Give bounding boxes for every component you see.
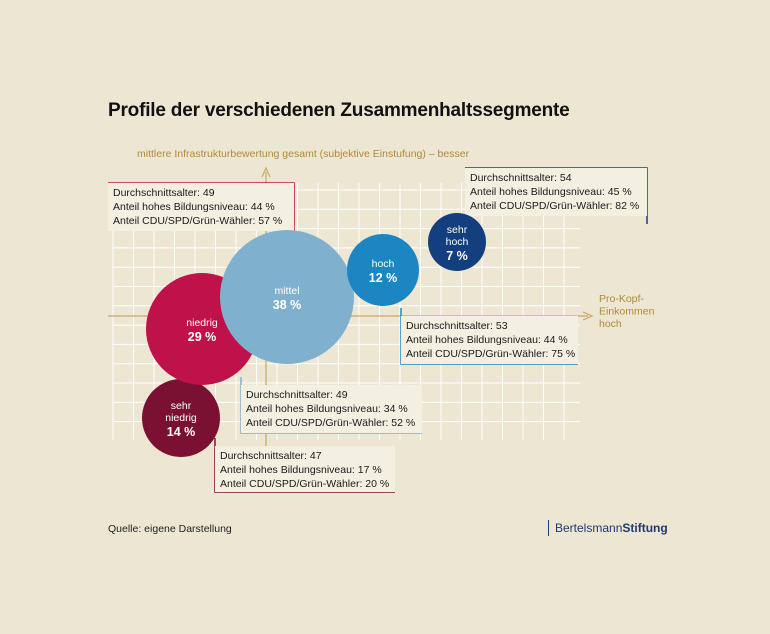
info-box-line: Durchschnittsalter: 49	[246, 389, 348, 401]
bubble-label: sehr	[447, 224, 468, 236]
bubble-mittel	[220, 230, 354, 364]
info-box-line: Anteil hohes Bildungsniveau: 44 %	[406, 334, 568, 346]
bubble-label: hoch	[372, 258, 395, 270]
bubble-value: 14 %	[167, 425, 196, 439]
info-box-line: Durchschnittsalter: 53	[406, 320, 508, 332]
bubble-hoch	[347, 234, 419, 306]
bubble-value: 29 %	[188, 330, 217, 344]
info-box-line: Anteil CDU/SPD/Grün-Wähler: 20 %	[220, 478, 389, 490]
brand-logo: BertelsmannStiftung	[548, 520, 668, 536]
info-box-line: Anteil hohes Bildungsniveau: 45 %	[470, 186, 632, 198]
chart-title: Profile der verschiedenen Zusammenhaltss…	[108, 100, 570, 121]
bubble-label: mittel	[274, 285, 299, 297]
bubble-label: sehr	[171, 400, 192, 412]
brand-name-part1: Bertelsmann	[555, 521, 623, 535]
info-box-line: Durchschnittsalter: 47	[220, 450, 322, 462]
info-box-line: Durchschnittsalter: 54	[470, 172, 572, 184]
y-axis-label: mittlere Infrastrukturbewertung gesamt (…	[137, 148, 470, 160]
bubble-sehr-hoch	[428, 213, 486, 271]
info-box-line: Anteil hohes Bildungsniveau: 17 %	[220, 464, 382, 476]
info-box-line: Anteil hohes Bildungsniveau: 44 %	[113, 201, 275, 213]
info-box-line: Anteil CDU/SPD/Grün-Wähler: 75 %	[406, 348, 575, 360]
info-box-line: Durchschnittsalter: 49	[113, 187, 215, 199]
y-axis-arrow	[261, 166, 271, 178]
bubble-value: 12 %	[369, 271, 398, 285]
x-axis-label: Pro-Kopf-	[599, 293, 644, 305]
info-box-4	[465, 168, 647, 216]
x-axis-arrow	[582, 311, 594, 321]
info-box-line: Anteil CDU/SPD/Grün-Wähler: 52 %	[246, 417, 415, 429]
info-box-line: Anteil hohes Bildungsniveau: 34 %	[246, 403, 408, 415]
bubble-label: hoch	[446, 236, 469, 248]
bubble-sehr-niedrig	[142, 379, 220, 457]
info-box-0	[215, 446, 395, 492]
brand-name-part2: Stiftung	[622, 521, 668, 535]
info-boxes: Durchschnittsalter: 47 Anteil hohes Bildu…	[108, 168, 647, 492]
info-box-1	[108, 183, 294, 231]
info-box-3	[401, 316, 578, 364]
bubble-label: niedrig	[165, 412, 197, 424]
source-note: Quelle: eigene Darstellung	[108, 523, 232, 535]
bubble-label: niedrig	[186, 317, 218, 329]
info-box-line: Anteil CDU/SPD/Grün-Wähler: 57 %	[113, 215, 282, 227]
x-axis-label: Einkommen	[599, 306, 655, 318]
info-box-2	[241, 385, 422, 433]
bubble-value: 7 %	[446, 249, 468, 263]
x-axis-label: hoch	[599, 318, 622, 330]
info-box-line: Anteil CDU/SPD/Grün-Wähler: 82 %	[470, 200, 639, 212]
bubble-value: 38 %	[273, 298, 302, 312]
